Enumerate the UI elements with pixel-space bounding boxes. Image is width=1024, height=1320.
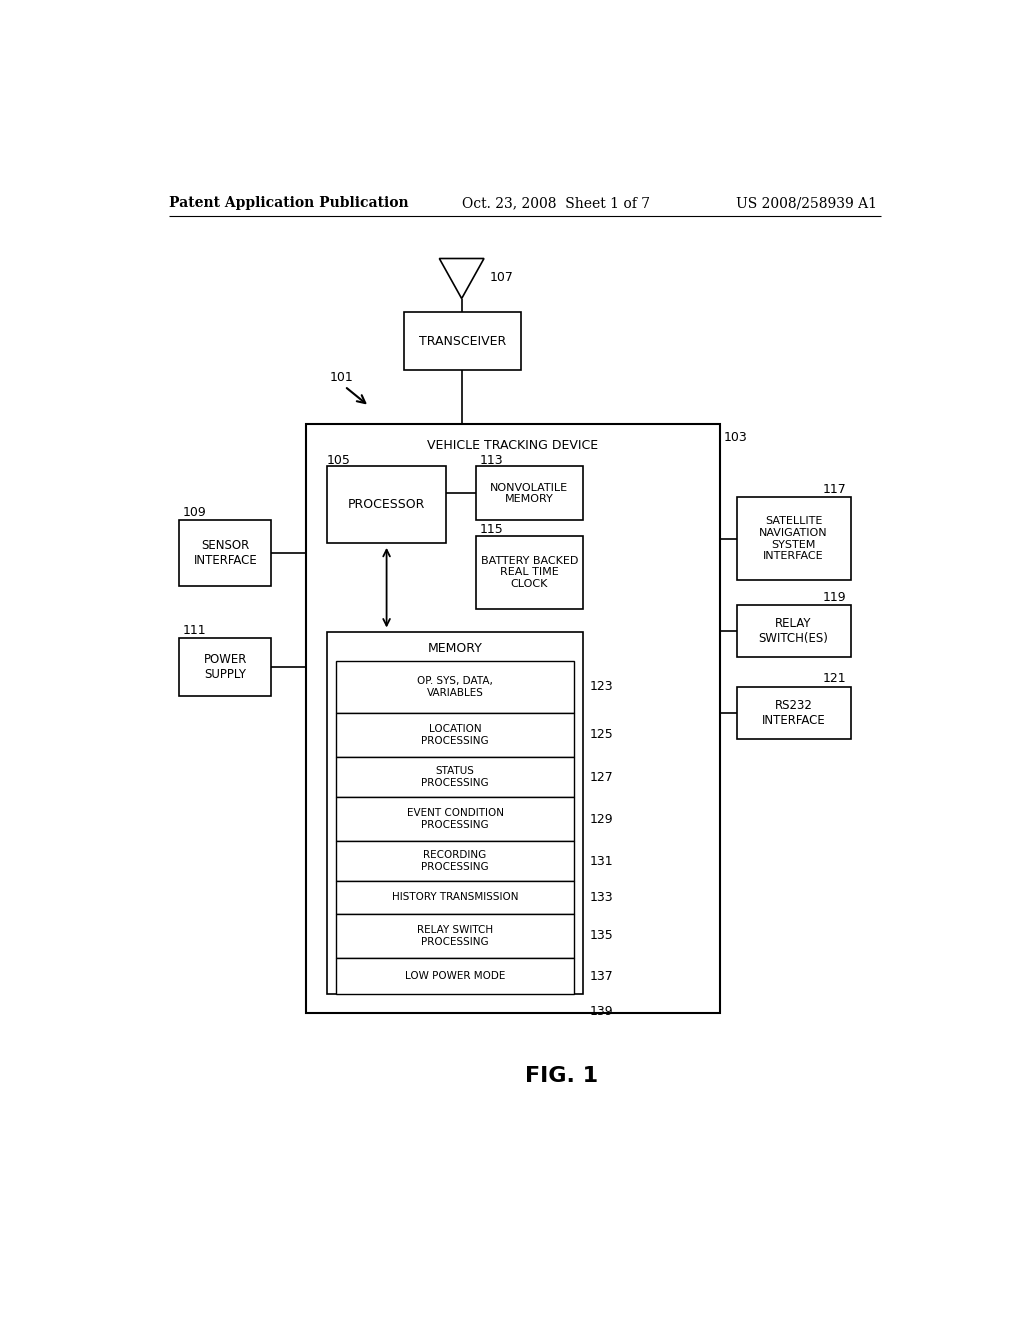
Text: 139: 139 <box>590 1005 613 1018</box>
Bar <box>306 424 720 1014</box>
Bar <box>179 520 271 586</box>
Text: 125: 125 <box>590 729 613 742</box>
Text: 103: 103 <box>724 432 748 445</box>
Bar <box>336 661 574 713</box>
Text: NONVOLATILE
MEMORY: NONVOLATILE MEMORY <box>490 483 568 504</box>
Text: RECORDING
PROCESSING: RECORDING PROCESSING <box>421 850 488 873</box>
Text: 121: 121 <box>823 672 847 685</box>
Bar <box>336 758 574 797</box>
Text: TRANSCEIVER: TRANSCEIVER <box>419 335 506 347</box>
Text: 129: 129 <box>590 813 613 825</box>
Text: Oct. 23, 2008  Sheet 1 of 7: Oct. 23, 2008 Sheet 1 of 7 <box>462 197 650 210</box>
Text: 123: 123 <box>590 680 613 693</box>
Bar <box>403 313 521 370</box>
Text: 111: 111 <box>183 624 207 638</box>
Text: 105: 105 <box>327 454 351 467</box>
Text: 109: 109 <box>183 506 207 519</box>
Text: BATTERY BACKED
REAL TIME
CLOCK: BATTERY BACKED REAL TIME CLOCK <box>480 556 579 589</box>
Text: 133: 133 <box>590 891 613 904</box>
Text: 115: 115 <box>479 523 503 536</box>
Text: SENSOR
INTERFACE: SENSOR INTERFACE <box>194 539 257 568</box>
Bar <box>475 466 584 520</box>
Text: RELAY
SWITCH(ES): RELAY SWITCH(ES) <box>759 618 828 645</box>
Bar <box>336 713 574 758</box>
Bar <box>336 797 574 841</box>
Text: HISTORY TRANSMISSION: HISTORY TRANSMISSION <box>392 892 518 903</box>
Text: 101: 101 <box>330 371 353 384</box>
Text: RS232
INTERFACE: RS232 INTERFACE <box>762 698 825 727</box>
Text: VEHICLE TRACKING DEVICE: VEHICLE TRACKING DEVICE <box>427 440 598 453</box>
Text: 107: 107 <box>490 271 514 284</box>
Text: OP. SYS, DATA,
VARIABLES: OP. SYS, DATA, VARIABLES <box>417 676 493 698</box>
Text: Patent Application Publication: Patent Application Publication <box>169 197 409 210</box>
Text: FIG. 1: FIG. 1 <box>525 1067 598 1086</box>
Text: US 2008/258939 A1: US 2008/258939 A1 <box>736 197 878 210</box>
Text: 137: 137 <box>590 969 613 982</box>
Bar <box>336 958 574 994</box>
Text: EVENT CONDITION
PROCESSING: EVENT CONDITION PROCESSING <box>407 808 504 830</box>
Text: LOCATION
PROCESSING: LOCATION PROCESSING <box>421 725 488 746</box>
Text: POWER
SUPPLY: POWER SUPPLY <box>204 653 247 681</box>
Bar <box>736 605 851 657</box>
Text: 127: 127 <box>590 771 613 784</box>
Text: MEMORY: MEMORY <box>428 643 482 656</box>
Bar <box>179 638 271 696</box>
Bar <box>327 632 584 994</box>
Bar <box>336 841 574 880</box>
Bar <box>336 913 574 958</box>
Text: 119: 119 <box>823 591 847 603</box>
Bar <box>475 536 584 609</box>
Text: 135: 135 <box>590 929 613 942</box>
Text: PROCESSOR: PROCESSOR <box>348 499 425 511</box>
Bar <box>336 880 574 913</box>
Text: 113: 113 <box>479 454 503 467</box>
Text: RELAY SWITCH
PROCESSING: RELAY SWITCH PROCESSING <box>417 925 494 946</box>
Bar <box>736 498 851 581</box>
Text: 131: 131 <box>590 854 613 867</box>
Text: LOW POWER MODE: LOW POWER MODE <box>404 972 505 981</box>
Text: STATUS
PROCESSING: STATUS PROCESSING <box>421 766 488 788</box>
Text: 117: 117 <box>823 483 847 496</box>
Text: SATELLITE
NAVIGATION
SYSTEM
INTERFACE: SATELLITE NAVIGATION SYSTEM INTERFACE <box>759 516 827 561</box>
Bar <box>327 466 446 544</box>
Bar <box>736 686 851 739</box>
